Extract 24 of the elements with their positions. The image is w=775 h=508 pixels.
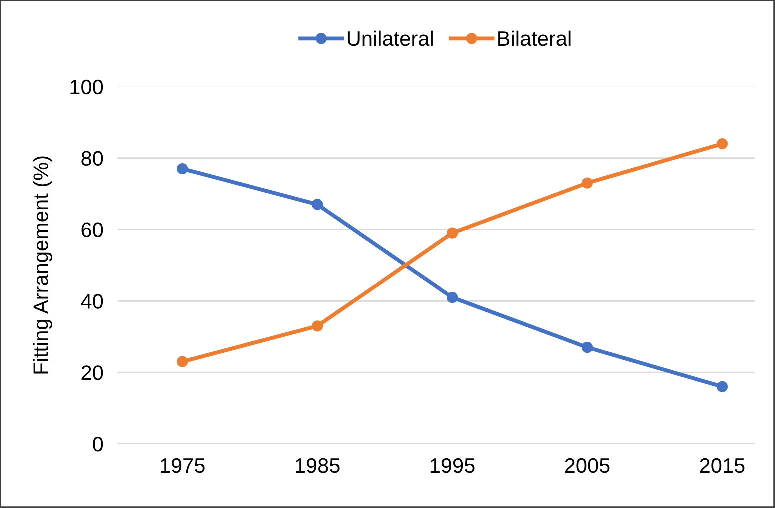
x-tick-label: 1995 (430, 458, 475, 474)
x-tick-label: 2015 (700, 458, 745, 474)
point (312, 320, 324, 332)
y-tick-label: 20 (82, 366, 104, 380)
legend-label: Bilateral (498, 30, 571, 46)
x-tick-label: 1985 (296, 458, 340, 474)
y-tick-label: 80 (82, 151, 104, 166)
point (716, 381, 728, 392)
y-tick-label: 0 (93, 436, 104, 452)
point (177, 163, 188, 175)
point (716, 138, 728, 150)
point (446, 292, 458, 304)
legend-label: Unilateral (348, 30, 433, 46)
point (582, 342, 594, 354)
point (177, 356, 188, 368)
x-tick-label: 2005 (565, 458, 610, 474)
y-tick-label: 100 (70, 80, 104, 95)
point (446, 228, 458, 239)
y-tick-label: 40 (81, 294, 104, 309)
point (582, 178, 594, 189)
y-axis-title: Fitting Arrangement (%) (33, 156, 52, 374)
x-tick-label: 1975 (161, 458, 205, 474)
point (312, 199, 324, 210)
y-tick-label: 60 (82, 222, 104, 238)
